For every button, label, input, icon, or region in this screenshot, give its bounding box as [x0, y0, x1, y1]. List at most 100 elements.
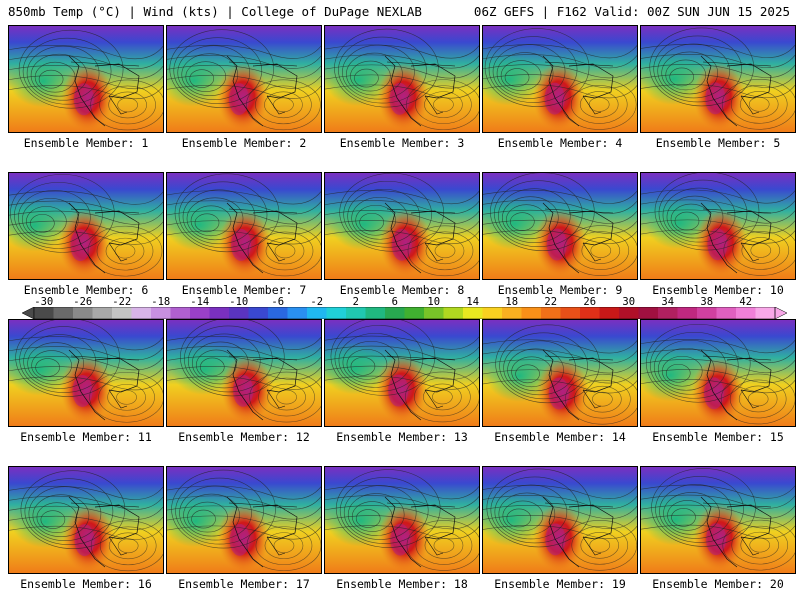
colorbar-segment	[326, 307, 347, 319]
colorbar-segment	[736, 307, 756, 319]
ensemble-member-label: Ensemble Member: 18	[336, 577, 468, 591]
ensemble-member-map	[324, 172, 480, 280]
ensemble-member-map	[166, 319, 322, 427]
colorbar-tick-label: 2	[352, 296, 359, 308]
ensemble-member-label: Ensemble Member: 7	[181, 283, 307, 297]
colorbar-segment	[404, 307, 425, 319]
colorbar-tick-label: -14	[190, 296, 210, 308]
colorbar-segment	[248, 307, 269, 319]
colorbar-segment	[34, 307, 54, 319]
ensemble-member-label: Ensemble Member: 13	[336, 430, 468, 444]
ensemble-member-label: Ensemble Member: 6	[23, 283, 149, 297]
colorbar-segment	[755, 307, 776, 319]
colorbar-segment	[307, 307, 327, 319]
ensemble-member-label: Ensemble Member: 9	[497, 283, 623, 297]
ensemble-member-label: Ensemble Member: 2	[181, 136, 307, 150]
ensemble-member-label: Ensemble Member: 3	[339, 136, 465, 150]
ensemble-member-map	[324, 466, 480, 574]
ensemble-member-map	[640, 466, 796, 574]
ensemble-member-map	[324, 319, 480, 427]
ensemble-member-label: Ensemble Member: 10	[652, 283, 784, 297]
colorbar-segment	[638, 307, 659, 319]
colorbar-segment	[287, 307, 308, 319]
colorbar-segment	[463, 307, 483, 319]
ensemble-member-label: Ensemble Member: 12	[178, 430, 310, 444]
colorbar-segment	[131, 307, 152, 319]
ensemble-member-map	[482, 172, 638, 280]
colorbar-tick-label: -26	[73, 296, 93, 308]
colorbar-segment	[502, 307, 522, 319]
colorbar-tick-label: 38	[700, 296, 714, 308]
colorbar-tick-label: 30	[622, 296, 636, 308]
colorbar-segment	[365, 307, 386, 319]
colorbar-tick-label: 42	[739, 296, 753, 308]
colorbar-segment	[716, 307, 737, 319]
ensemble-member-map	[640, 172, 796, 280]
colorbar-segment	[580, 307, 600, 319]
ensemble-member-label: Ensemble Member: 8	[339, 283, 465, 297]
ensemble-member-map	[482, 466, 638, 574]
colorbar-tick-label: 22	[544, 296, 558, 308]
map-title: 850mb Temp (°C) | Wind (kts) | College o…	[8, 4, 422, 19]
ensemble-member-label: Ensemble Member: 14	[494, 430, 626, 444]
colorbar-segment	[73, 307, 93, 319]
colorbar-segment	[697, 307, 717, 319]
colorbar-segment	[482, 307, 503, 319]
colorbar-segment	[443, 307, 464, 319]
colorbar-tick-label: 34	[661, 296, 675, 308]
temperature-colorbar	[22, 307, 787, 319]
colorbar-high-arrow	[774, 307, 787, 319]
colorbar-segment	[560, 307, 581, 319]
colorbar-segment	[424, 307, 444, 319]
ensemble-member-map	[8, 25, 164, 133]
ensemble-member-label: Ensemble Member: 20	[652, 577, 784, 591]
colorbar-segment	[385, 307, 405, 319]
colorbar-segment	[112, 307, 132, 319]
ensemble-member-map	[166, 466, 322, 574]
colorbar-segment	[229, 307, 249, 319]
colorbar-tick-label: 10	[427, 296, 441, 308]
colorbar-tick-label: -18	[151, 296, 171, 308]
colorbar-segment	[541, 307, 561, 319]
colorbar-segment	[658, 307, 678, 319]
ensemble-member-map	[640, 319, 796, 427]
ensemble-member-map	[166, 172, 322, 280]
colorbar-segment	[346, 307, 366, 319]
colorbar-tick-label: -6	[271, 296, 285, 308]
ensemble-member-label: Ensemble Member: 19	[494, 577, 626, 591]
colorbar-segment	[599, 307, 620, 319]
ensemble-member-label: Ensemble Member: 1	[23, 136, 149, 150]
ensemble-member-map	[8, 319, 164, 427]
ensemble-member-label: Ensemble Member: 11	[20, 430, 152, 444]
ensemble-member-map	[482, 25, 638, 133]
colorbar-segment	[170, 307, 191, 319]
colorbar-tick-label: 18	[505, 296, 519, 308]
ensemble-member-label: Ensemble Member: 5	[655, 136, 781, 150]
colorbar-segment	[53, 307, 74, 319]
ensemble-member-map	[640, 25, 796, 133]
colorbar-tick-label: 26	[583, 296, 597, 308]
ensemble-member-label: Ensemble Member: 16	[20, 577, 152, 591]
colorbar-tick-label: -30	[34, 296, 54, 308]
colorbar-tick-label: 6	[391, 296, 398, 308]
model-run-info: 06Z GEFS | F162 Valid: 00Z SUN JUN 15 20…	[473, 4, 790, 19]
colorbar-segment	[677, 307, 698, 319]
colorbar-tick-label: -2	[310, 296, 324, 308]
colorbar-segment	[92, 307, 113, 319]
colorbar-segment	[190, 307, 210, 319]
ensemble-member-map	[8, 172, 164, 280]
colorbar-tick-label: -10	[229, 296, 249, 308]
ensemble-member-label: Ensemble Member: 17	[178, 577, 310, 591]
colorbar-segment	[209, 307, 230, 319]
colorbar-low-arrow	[22, 307, 35, 319]
ensemble-member-label: Ensemble Member: 4	[497, 136, 623, 150]
colorbar-segment	[151, 307, 171, 319]
colorbar-segment	[268, 307, 288, 319]
colorbar-segment	[619, 307, 639, 319]
ensemble-member-map	[8, 466, 164, 574]
colorbar-segment	[521, 307, 542, 319]
ensemble-member-label: Ensemble Member: 15	[652, 430, 784, 444]
ensemble-member-map	[324, 25, 480, 133]
colorbar-tick-label: -22	[112, 296, 132, 308]
ensemble-member-map	[166, 25, 322, 133]
